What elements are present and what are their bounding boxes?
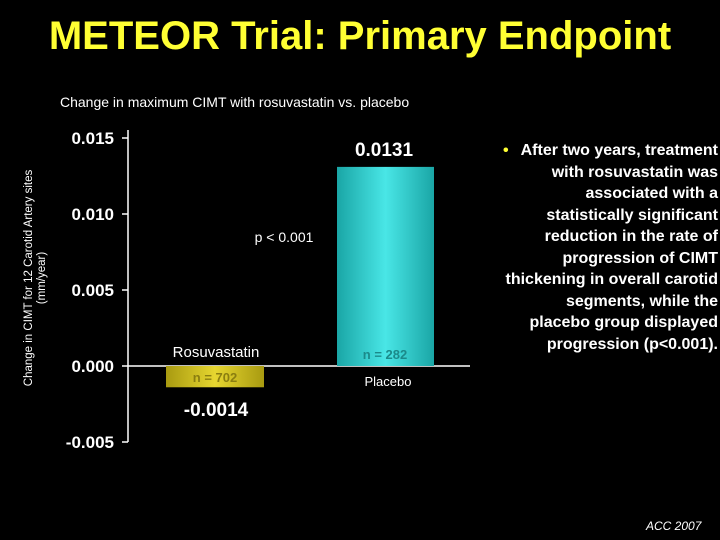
chart-labels: -0.0014 0.0131 Rosuvastatin Placebo n = 702 n…	[173, 140, 414, 421]
n-label-placebo: n = 282	[363, 347, 407, 362]
p-value-annotation: p < 0.001	[255, 229, 314, 245]
y-tick-label: 0.010	[71, 205, 114, 224]
y-tick-label: 0.015	[71, 129, 114, 148]
y-tick-label: -0.005	[66, 433, 114, 452]
y-tick-label: 0.000	[71, 357, 114, 376]
category-label-placebo: Placebo	[365, 374, 412, 389]
bullet-marker: •	[503, 142, 509, 159]
category-label-rosuvastatin: Rosuvastatin	[173, 344, 260, 361]
y-tick-label: 0.005	[71, 281, 114, 300]
findings-bullet: • After two years, treatment with rosuva…	[503, 140, 718, 355]
value-label-rosuvastatin: -0.0014	[184, 400, 249, 421]
slide-title: METEOR Trial: Primary Endpoint	[48, 14, 672, 58]
y-axis-label: Change in CIMT for 12 Carotid Artery sit…	[23, 170, 48, 387]
y-axis-label-line-0: Change in CIMT for 12 Carotid Artery sit…	[23, 170, 35, 387]
value-label-placebo: 0.0131	[355, 140, 414, 161]
source-citation: ACC 2007	[646, 519, 702, 533]
bar-rosuvastatin	[166, 366, 264, 388]
findings-text: After two years, treatment with rosuvast…	[505, 142, 719, 353]
y-axis-label-line-1: (mm/year)	[36, 252, 48, 305]
bar-placebo	[337, 166, 434, 366]
bars	[166, 166, 434, 388]
chart-subtitle: Change in maximum CIMT with rosuvastatin…	[60, 94, 410, 110]
axes: 0.015 0.010 0.005 0.000 -0.005	[66, 129, 470, 452]
n-label-rosuvastatin: n = 702	[193, 370, 237, 385]
